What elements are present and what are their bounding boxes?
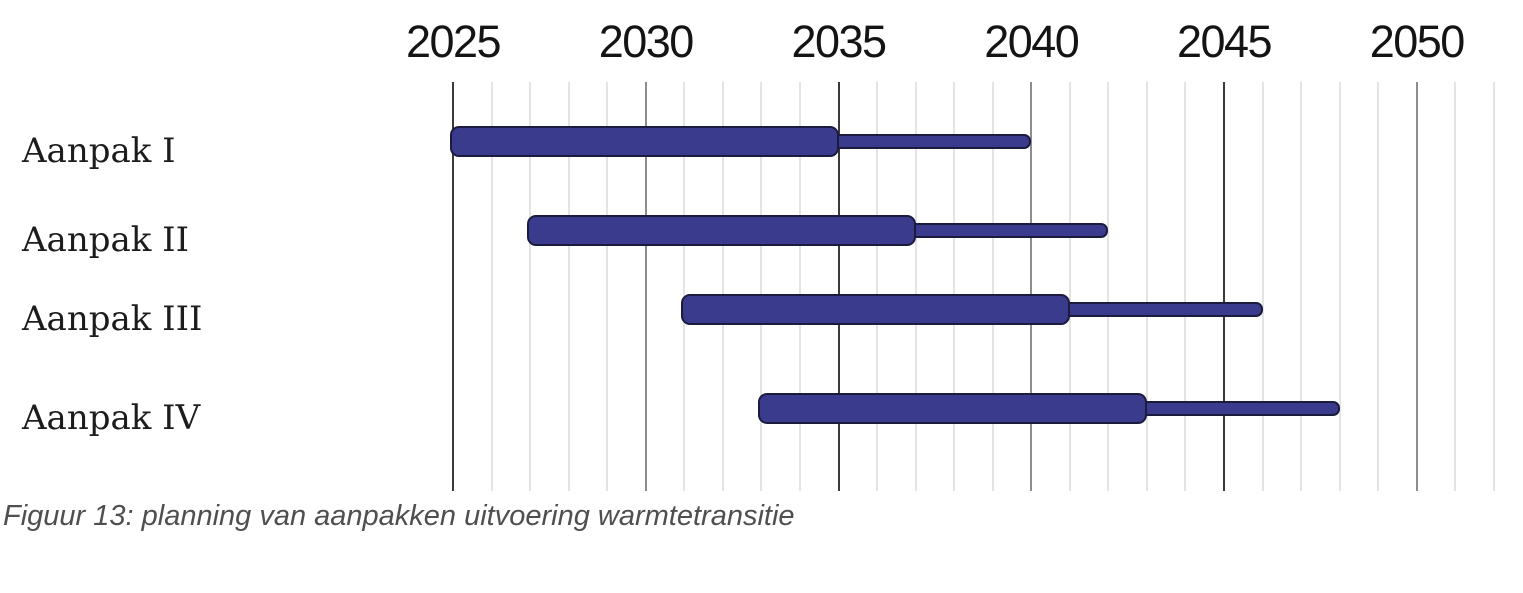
bar-extension-row-1 — [832, 133, 1032, 149]
gridline-2039 — [991, 82, 994, 491]
bar-solid-row-3 — [681, 293, 1070, 325]
bar-solid-row-1 — [450, 125, 839, 157]
axis-tick-2025: 2025 — [405, 16, 502, 67]
axis-tick-2035: 2035 — [791, 16, 887, 67]
bar-extension-row-3 — [1063, 301, 1263, 317]
gridline-2031 — [683, 82, 686, 491]
gridline-2043 — [1145, 82, 1148, 491]
row-label-aanpak-2: Aanpak II — [22, 220, 190, 260]
gridline-2047 — [1300, 82, 1303, 491]
gridline-2030 — [644, 82, 647, 491]
axis-tick-2045: 2045 — [1176, 16, 1273, 67]
gridline-2042 — [1107, 82, 1110, 491]
gridline-2033 — [760, 82, 763, 491]
gridline-2040 — [1030, 82, 1033, 491]
bar-solid-row-2 — [527, 214, 916, 246]
row-label-aanpak-1: Aanpak I — [22, 131, 176, 171]
gridline-2052 — [1492, 82, 1495, 491]
axis-tick-2050: 2050 — [1369, 16, 1466, 67]
gridline-2037 — [914, 82, 917, 491]
bar-extension-row-4 — [1140, 400, 1340, 416]
gridline-2051 — [1454, 82, 1457, 491]
gridline-2029 — [606, 82, 609, 491]
gridline-2050 — [1415, 82, 1418, 491]
gridline-2048 — [1338, 82, 1341, 491]
gridline-2044 — [1184, 82, 1187, 491]
axis-tick-2040: 2040 — [984, 16, 1080, 67]
bar-extension-row-2 — [909, 222, 1109, 238]
bar-solid-row-4 — [758, 392, 1147, 424]
gridline-2027 — [529, 82, 532, 491]
row-label-aanpak-4: Aanpak IV — [22, 398, 201, 438]
gridline-2041 — [1068, 82, 1071, 491]
gridline-2035 — [837, 82, 840, 491]
gridline-2032 — [721, 82, 724, 491]
gridline-2038 — [953, 82, 956, 491]
gridline-2049 — [1377, 82, 1380, 491]
row-label-aanpak-3: Aanpak III — [22, 299, 203, 339]
axis-tick-2030: 2030 — [598, 16, 695, 67]
figure-caption: Figuur 13: planning van aanpakken uitvoe… — [3, 500, 795, 532]
gridline-2045 — [1223, 82, 1225, 491]
gridline-2034 — [798, 82, 801, 491]
gridline-2036 — [876, 82, 879, 491]
gridline-2028 — [567, 82, 570, 491]
gridline-2025 — [452, 82, 454, 491]
gridline-2046 — [1261, 82, 1264, 491]
gridline-2026 — [490, 82, 493, 491]
